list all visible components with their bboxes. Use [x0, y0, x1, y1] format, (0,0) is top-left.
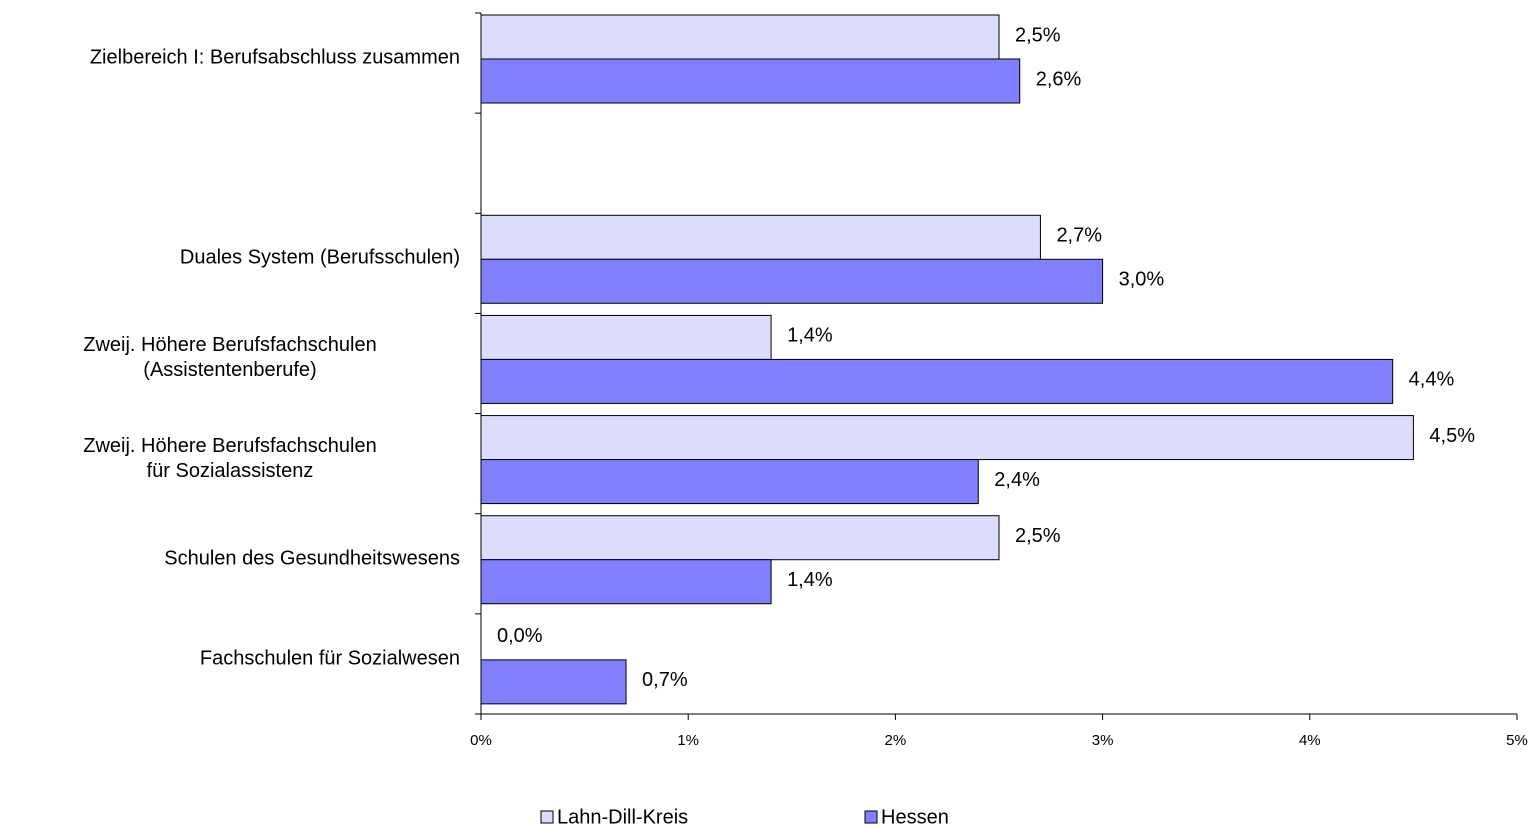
legend-swatch	[540, 810, 554, 824]
bar	[480, 358, 1394, 404]
value-label: 2,5%	[1015, 525, 1061, 547]
bar	[480, 415, 1414, 461]
value-label: 4,4%	[1409, 369, 1455, 391]
x-tick-label: 0%	[470, 732, 492, 749]
x-tick-label: 2%	[885, 732, 907, 749]
bar	[480, 559, 772, 605]
category-label: Fachschulen für Sozialwesen	[199, 647, 460, 670]
x-tick-label: 3%	[1092, 732, 1114, 749]
value-label: 2,5%	[1015, 24, 1061, 46]
bar	[480, 258, 1104, 304]
category-label: Zweij. Höhere Berufsfachschulen für Sozi…	[83, 434, 377, 482]
category-label: Schulen des Gesundheitswesens	[164, 547, 460, 570]
x-tick-label: 1%	[677, 732, 699, 749]
value-label: 3,0%	[1119, 269, 1165, 291]
bar	[480, 314, 772, 360]
bar	[480, 58, 1021, 104]
bar	[480, 659, 627, 705]
legend-label: Lahn-Dill-Kreis	[557, 806, 688, 828]
category-label: Zweij. Höhere Berufsfachschulen (Assiste…	[83, 334, 377, 382]
value-label: 2,7%	[1056, 225, 1102, 247]
bar	[480, 459, 979, 505]
bar	[480, 14, 1000, 60]
value-label: 1,4%	[787, 569, 833, 591]
value-label: 2,4%	[994, 469, 1040, 491]
value-label: 0,0%	[497, 625, 543, 647]
x-tick-label: 4%	[1299, 732, 1321, 749]
category-label: Zielbereich I: Berufsabschluss zusammen	[89, 46, 460, 69]
value-label: 1,4%	[787, 325, 833, 347]
value-label: 0,7%	[642, 669, 688, 691]
bar	[480, 214, 1041, 260]
x-tick-label: 5%	[1506, 732, 1528, 749]
category-label: Duales System (Berufsschulen)	[179, 246, 460, 269]
legend-swatch	[864, 810, 878, 824]
legend-label: Hessen	[881, 806, 949, 828]
bar	[480, 515, 1000, 561]
value-label: 2,6%	[1036, 68, 1082, 90]
value-label: 4,5%	[1429, 425, 1475, 447]
